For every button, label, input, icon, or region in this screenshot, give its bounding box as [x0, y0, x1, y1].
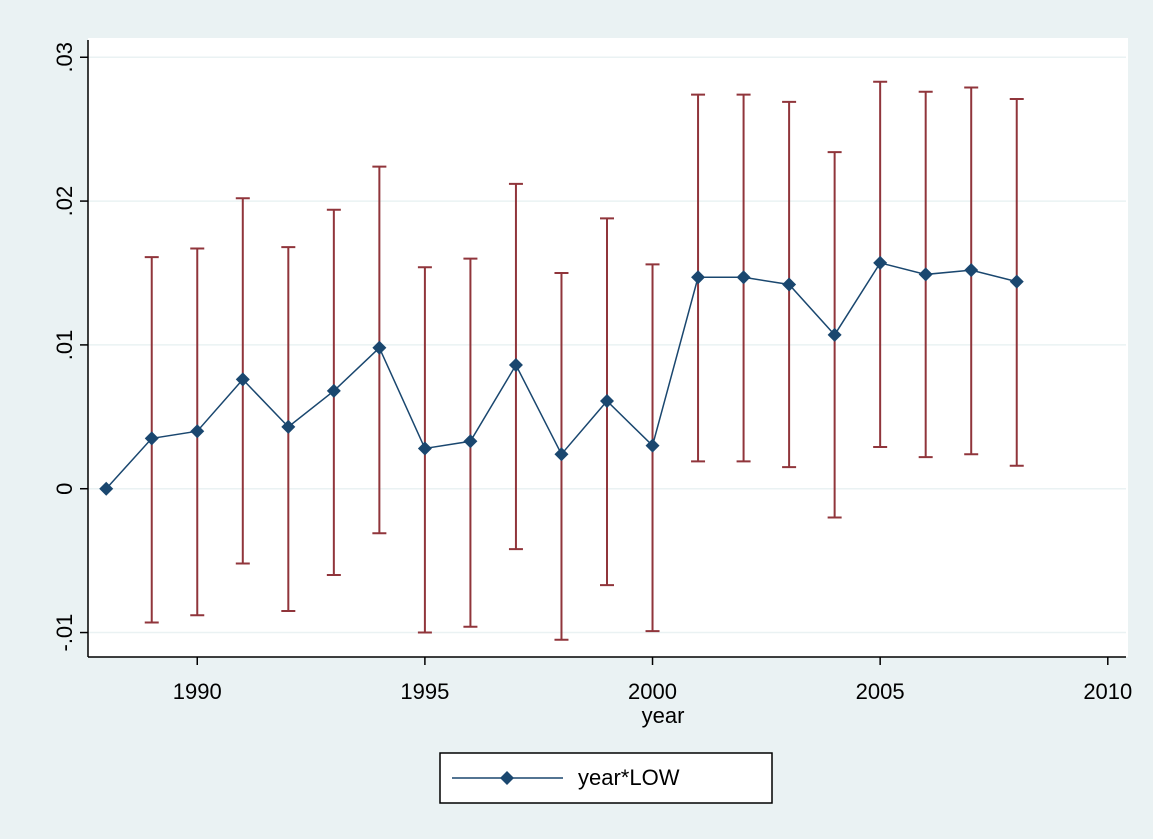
x-tick-label: 2000: [628, 679, 677, 704]
x-tick-label: 2010: [1083, 679, 1132, 704]
x-tick-label: 1995: [400, 679, 449, 704]
legend-label: year*LOW: [578, 765, 680, 790]
marker: [372, 340, 387, 355]
y-tick-label: -.01: [52, 614, 77, 652]
x-axis-title: year: [642, 703, 685, 728]
marker: [645, 438, 660, 453]
marker: [873, 255, 888, 270]
marker: [463, 434, 478, 449]
marker: [600, 393, 614, 408]
marker: [281, 419, 296, 434]
marker: [918, 267, 933, 282]
marker: [326, 383, 341, 398]
marker: [964, 263, 979, 278]
y-tick-label: .01: [52, 330, 77, 361]
marker: [417, 441, 432, 456]
x-tick-label: 2005: [856, 679, 905, 704]
marker: [782, 277, 797, 292]
marker: [235, 372, 250, 387]
marker: [190, 424, 205, 439]
marker: [554, 447, 569, 462]
x-tick-label: 1990: [173, 679, 222, 704]
marker: [691, 270, 706, 285]
legend-marker: [500, 771, 514, 785]
marker: [1009, 274, 1024, 289]
marker: [508, 358, 523, 373]
marker: [827, 327, 842, 342]
y-tick-label: .03: [52, 42, 77, 73]
y-tick-label: 0: [52, 483, 77, 495]
marker: [736, 270, 751, 285]
marker: [144, 431, 159, 446]
marker: [99, 481, 114, 496]
y-tick-label: .02: [52, 186, 77, 217]
